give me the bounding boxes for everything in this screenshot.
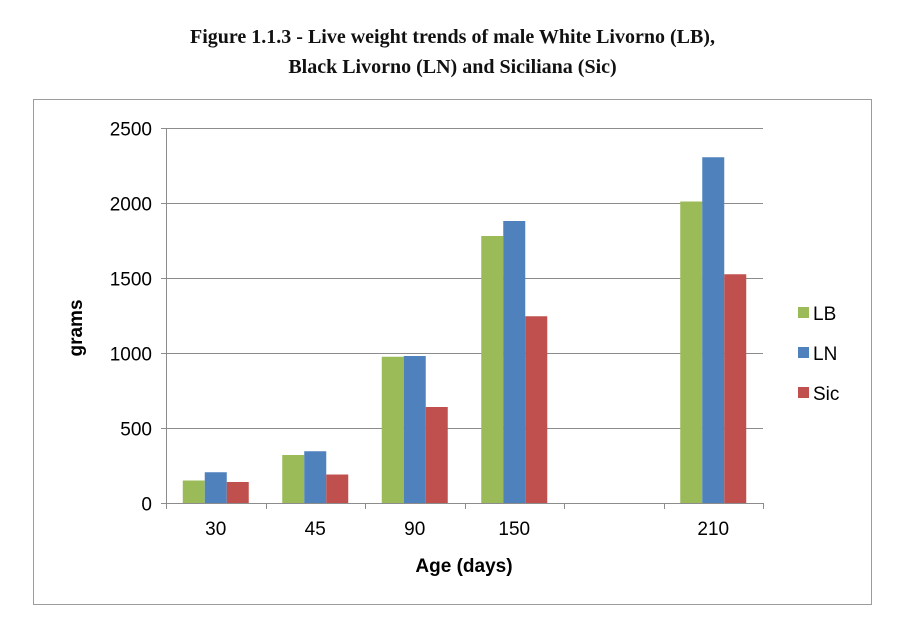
figure-title: Figure 1.1.3 - Live weight trends of mal… bbox=[0, 22, 905, 82]
legend-label-ln: LN bbox=[813, 344, 837, 365]
bar-sic-45 bbox=[326, 474, 349, 503]
bar-ln-90 bbox=[403, 356, 426, 503]
x-tick-label: 210 bbox=[697, 519, 729, 540]
tick-labels: 0 500 1000 1500 2000 2500 30 45 90 150 210 bbox=[110, 120, 729, 541]
bar-lb-45 bbox=[282, 455, 305, 503]
bar-sic-150 bbox=[525, 316, 548, 503]
bar-lb-30 bbox=[182, 480, 205, 503]
bar-ln-45 bbox=[304, 451, 327, 503]
bar-lb-150 bbox=[481, 236, 504, 503]
x-tick-label: 150 bbox=[498, 519, 530, 540]
gridlines bbox=[166, 128, 763, 429]
bar-sic-90 bbox=[425, 407, 448, 503]
figure-title-line2: Black Livorno (LN) and Siciliana (Sic) bbox=[288, 56, 617, 78]
legend: LB LN Sic bbox=[798, 304, 839, 405]
bar-sic-30 bbox=[226, 482, 249, 503]
legend-swatch-lb bbox=[798, 307, 809, 318]
legend-label-sic: Sic bbox=[813, 384, 839, 405]
x-tick-label: 30 bbox=[205, 519, 226, 540]
legend-label-lb: LB bbox=[813, 304, 836, 325]
y-tick-label: 0 bbox=[141, 495, 152, 516]
y-tick-label: 500 bbox=[120, 420, 152, 441]
x-tick-label: 90 bbox=[404, 519, 425, 540]
y-tick-label: 2000 bbox=[110, 195, 152, 216]
y-tick-label: 1500 bbox=[110, 270, 152, 291]
figure-title-line1: Figure 1.1.3 - Live weight trends of mal… bbox=[190, 26, 715, 48]
bar-sic-210 bbox=[724, 274, 747, 503]
bars bbox=[182, 157, 747, 503]
bar-lb-210 bbox=[680, 201, 703, 503]
axes bbox=[161, 128, 764, 509]
x-tick-label: 45 bbox=[305, 519, 326, 540]
bar-ln-150 bbox=[503, 221, 526, 503]
legend-swatch-ln bbox=[798, 347, 809, 358]
bar-lb-90 bbox=[381, 356, 404, 503]
y-axis-title: grams bbox=[66, 299, 87, 356]
y-tick-label: 1000 bbox=[110, 345, 152, 366]
y-tick-label: 2500 bbox=[110, 120, 152, 141]
legend-swatch-sic bbox=[798, 387, 809, 398]
bar-ln-210 bbox=[702, 157, 725, 503]
x-axis-title: Age (days) bbox=[415, 556, 512, 577]
bar-ln-30 bbox=[204, 472, 227, 503]
